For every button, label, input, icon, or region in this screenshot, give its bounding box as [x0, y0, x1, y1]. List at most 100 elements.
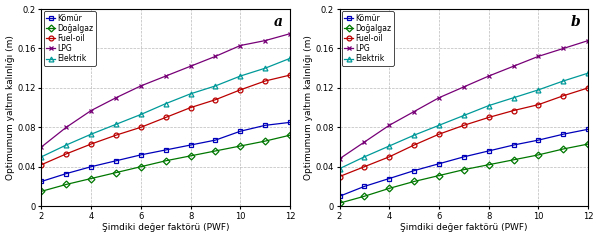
Kömür	[113, 159, 120, 162]
LPG	[559, 47, 567, 50]
Doğalgaz	[510, 158, 517, 161]
Fuel-oil	[410, 144, 418, 146]
LPG	[460, 85, 467, 88]
Fuel-oil	[559, 94, 567, 97]
LPG	[187, 65, 194, 68]
Elektrik	[212, 84, 219, 87]
Line: Elektrik: Elektrik	[39, 56, 292, 159]
Kömür	[262, 124, 269, 127]
Elektrik	[38, 155, 45, 158]
Fuel-oil	[460, 124, 467, 127]
Line: Kömür: Kömür	[337, 127, 591, 199]
Doğalgaz	[237, 144, 244, 147]
Elektrik	[237, 75, 244, 78]
LPG	[286, 32, 294, 35]
Kömür	[410, 169, 418, 172]
Elektrik	[559, 79, 567, 82]
Fuel-oil	[535, 103, 542, 106]
Doğalgaz	[386, 187, 393, 190]
Fuel-oil	[510, 109, 517, 112]
Elektrik	[113, 123, 120, 126]
Kömür	[435, 162, 443, 165]
Doğalgaz	[435, 174, 443, 177]
Elektrik	[286, 57, 294, 60]
LPG	[485, 75, 492, 78]
Line: Kömür: Kömür	[39, 120, 292, 184]
LPG	[361, 141, 368, 144]
Kömür	[510, 144, 517, 146]
Kömür	[386, 177, 393, 180]
LPG	[38, 146, 45, 149]
Doğalgaz	[559, 148, 567, 150]
LPG	[162, 75, 170, 78]
LPG	[510, 65, 517, 68]
Kömür	[187, 144, 194, 146]
Doğalgaz	[262, 140, 269, 143]
Elektrik	[87, 133, 95, 136]
Kömür	[485, 149, 492, 152]
Fuel-oil	[137, 126, 144, 129]
Elektrik	[336, 167, 343, 170]
Fuel-oil	[212, 98, 219, 101]
Fuel-oil	[38, 163, 45, 166]
Doğalgaz	[113, 171, 120, 174]
LPG	[410, 110, 418, 113]
Kömür	[237, 130, 244, 133]
Elektrik	[485, 104, 492, 107]
Kömür	[137, 154, 144, 156]
Fuel-oil	[262, 79, 269, 82]
Elektrik	[63, 144, 70, 146]
Line: Doğalgaz: Doğalgaz	[337, 142, 591, 206]
Doğalgaz	[63, 183, 70, 186]
Fuel-oil	[435, 133, 443, 136]
Kömür	[460, 155, 467, 158]
Doğalgaz	[485, 163, 492, 166]
LPG	[386, 124, 393, 127]
Fuel-oil	[336, 175, 343, 178]
LPG	[535, 55, 542, 58]
LPG	[237, 44, 244, 47]
Kömür	[63, 172, 70, 175]
Legend: Kömür, Doğalgaz, Fuel-oil, LPG, Elektrik: Kömür, Doğalgaz, Fuel-oil, LPG, Elektrik	[44, 11, 96, 65]
Text: b: b	[571, 15, 581, 29]
Elektrik	[137, 113, 144, 116]
Elektrik	[535, 89, 542, 91]
Fuel-oil	[162, 116, 170, 119]
Line: Doğalgaz: Doğalgaz	[39, 133, 292, 194]
X-axis label: Şimdiki değer faktörü (PWF): Şimdiki değer faktörü (PWF)	[400, 223, 528, 233]
Kömür	[559, 133, 567, 136]
Doğalgaz	[87, 177, 95, 180]
Fuel-oil	[361, 165, 368, 168]
Fuel-oil	[63, 153, 70, 155]
Doğalgaz	[585, 143, 592, 145]
Elektrik	[187, 92, 194, 95]
Elektrik	[510, 96, 517, 99]
Doğalgaz	[535, 154, 542, 156]
Kömür	[212, 139, 219, 142]
Line: Elektrik: Elektrik	[337, 71, 591, 171]
Fuel-oil	[585, 86, 592, 89]
Fuel-oil	[386, 155, 393, 158]
Elektrik	[386, 144, 393, 147]
Kömür	[336, 195, 343, 198]
Kömür	[585, 128, 592, 131]
Kömür	[87, 165, 95, 168]
Doğalgaz	[410, 180, 418, 183]
Line: LPG: LPG	[337, 38, 591, 161]
Kömür	[535, 139, 542, 142]
Line: Fuel-oil: Fuel-oil	[39, 73, 292, 167]
Fuel-oil	[87, 143, 95, 145]
Y-axis label: Optimumum yaltım kalınlığı (m): Optimumum yaltım kalınlığı (m)	[5, 35, 14, 180]
Line: LPG: LPG	[39, 31, 292, 149]
LPG	[262, 39, 269, 42]
Doğalgaz	[38, 190, 45, 193]
LPG	[212, 55, 219, 58]
Line: Fuel-oil: Fuel-oil	[337, 85, 591, 179]
Doğalgaz	[361, 195, 368, 198]
LPG	[336, 157, 343, 160]
Doğalgaz	[137, 165, 144, 168]
X-axis label: Şimdiki değer faktörü (PWF): Şimdiki değer faktörü (PWF)	[102, 223, 229, 233]
Kömür	[38, 180, 45, 183]
Fuel-oil	[237, 89, 244, 91]
Y-axis label: Optimumum yaltım kalınlığı (m): Optimumum yaltım kalınlığı (m)	[304, 35, 313, 180]
